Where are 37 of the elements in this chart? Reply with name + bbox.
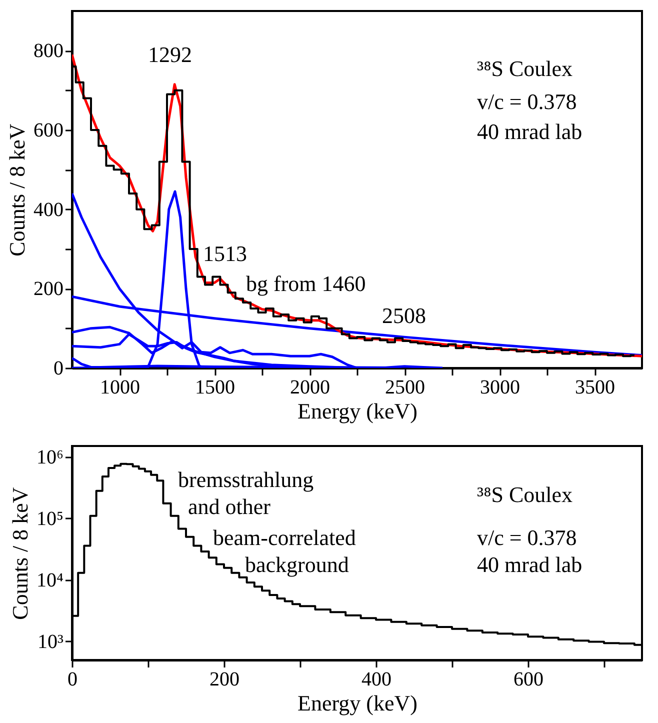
annotation: bg from 1460 <box>246 271 366 296</box>
annotation: 1292 <box>148 42 192 67</box>
annotation: 2508 <box>382 303 426 328</box>
x-tick-label: 200 <box>210 668 240 690</box>
x-axis-title: Energy (keV) <box>298 398 418 424</box>
annotation: v/c = 0.378 <box>477 525 577 550</box>
annotation: and other <box>188 494 272 519</box>
annotation: beam-correlated <box>213 525 356 550</box>
y-axis-title: Counts / 8 keV <box>4 124 30 256</box>
annotation: 1513 <box>203 241 247 266</box>
annotation: ³⁸S Coulex <box>477 482 573 507</box>
x-tick-label: 1000 <box>100 376 140 398</box>
y-tick-label: 10⁶ <box>36 446 64 468</box>
x-tick-label: 2500 <box>385 376 425 398</box>
annotation: background <box>245 552 349 577</box>
x-tick-label: 3500 <box>575 376 615 398</box>
annotation: 40 mrad lab <box>477 552 582 577</box>
x-tick-label: 1500 <box>195 376 235 398</box>
y-tick-label: 200 <box>34 278 64 300</box>
y-tick-label: 0 <box>54 358 64 380</box>
x-tick-label: 3000 <box>480 376 520 398</box>
y-tick-label: 800 <box>34 40 64 62</box>
annotation: ³⁸S Coulex <box>477 56 573 81</box>
x-tick-label: 0 <box>68 668 78 690</box>
annotation: v/c = 0.378 <box>477 89 577 114</box>
annotation: bremsstrahlung <box>178 467 314 492</box>
y-tick-label: 10⁴ <box>36 569 64 592</box>
x-axis-title: Energy (keV) <box>298 690 418 716</box>
y-tick-label: 400 <box>34 198 64 221</box>
annotation: 40 mrad lab <box>477 119 582 144</box>
y-tick-label: 600 <box>34 120 64 142</box>
x-tick-label: 2000 <box>290 376 330 398</box>
x-tick-label: 600 <box>514 668 544 690</box>
x-tick-label: 400 <box>362 668 392 690</box>
y-tick-label: 10⁵ <box>36 508 64 530</box>
y-tick-label: 10³ <box>38 630 64 653</box>
y-axis-title: Counts / 8 keV <box>8 487 33 620</box>
